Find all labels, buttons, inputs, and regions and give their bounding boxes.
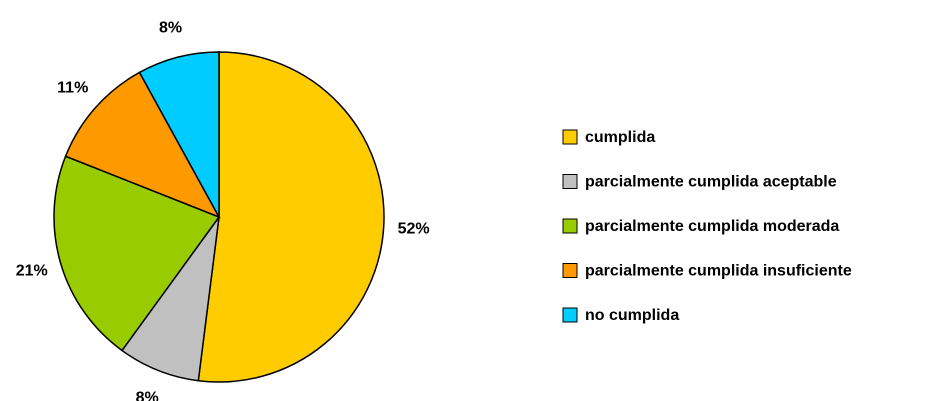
pie-slice — [53, 155, 221, 352]
legend-swatch — [562, 218, 578, 234]
legend-label: parcialmente cumplida moderada — [585, 218, 839, 235]
legend-label: cumplida — [585, 129, 655, 146]
legend-label: parcialmente cumplida aceptable — [585, 174, 837, 191]
pie-slice — [64, 71, 221, 219]
legend-swatch — [562, 129, 578, 145]
legend-label: parcialmente cumplida insuficiente — [585, 263, 852, 280]
data-label: 21% — [16, 263, 48, 280]
legend-label: no cumplida — [585, 307, 679, 324]
data-label: 52% — [398, 220, 430, 237]
legend-swatch — [562, 174, 578, 189]
legend-swatch — [562, 307, 578, 323]
legend-swatch — [562, 263, 578, 278]
data-label: 8% — [159, 19, 182, 36]
pie-slice — [138, 51, 220, 218]
data-label: 11% — [57, 79, 88, 96]
pie-slice — [197, 51, 385, 383]
data-label: 8% — [136, 390, 159, 401]
